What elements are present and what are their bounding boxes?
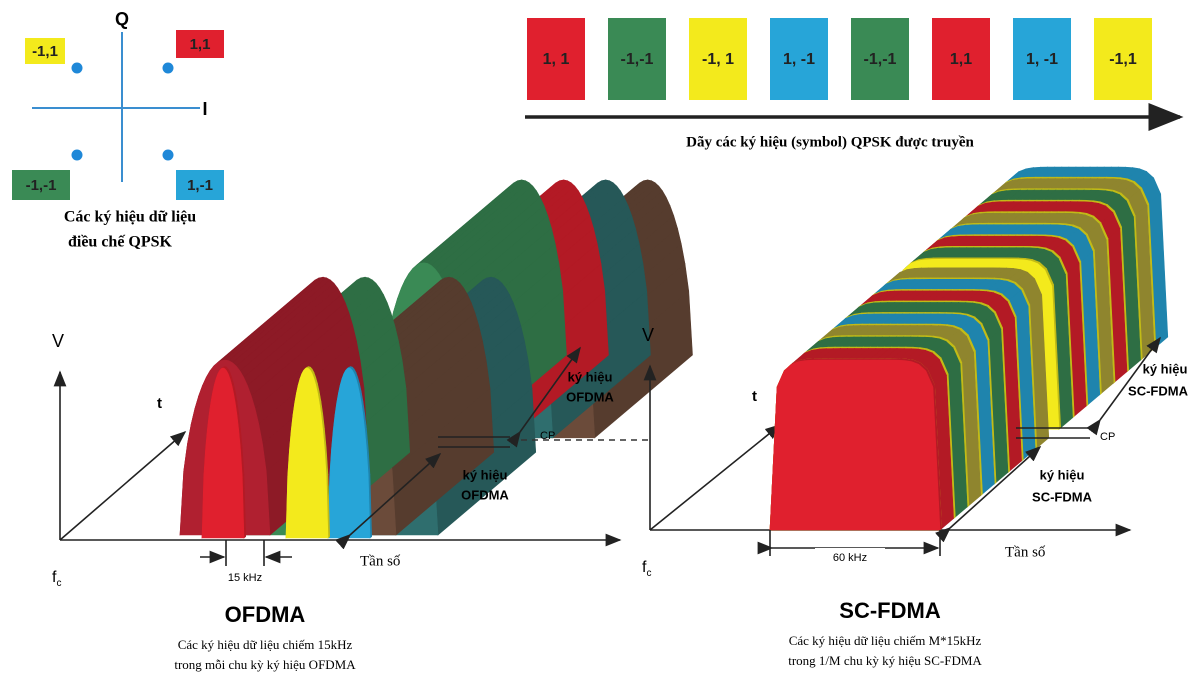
sequence-caption: Dãy các ký hiệu (symbol) QPSK được truyề…	[686, 134, 974, 150]
spacing-label: 15 kHz	[228, 572, 262, 584]
ofdma-caption: trong mỗi chu kỳ ký hiệu OFDMA	[174, 657, 356, 672]
sequence-label: -1,-1	[864, 51, 897, 68]
constellation-caption: Các ký hiệu dữ liệu	[64, 209, 196, 226]
t-label: t	[752, 388, 757, 405]
constellation-dot	[72, 150, 83, 161]
symbol-label: 1,1	[190, 36, 211, 53]
constellation-dot	[163, 150, 174, 161]
v-label: V	[642, 325, 654, 345]
constellation-dot	[163, 63, 174, 74]
symbol-label: ký hiệu	[568, 369, 613, 384]
fc-sub: c	[646, 568, 651, 579]
i-label: I	[202, 99, 207, 119]
ofdma-caption: Các ký hiệu dữ liệu chiếm 15kHz	[178, 637, 353, 652]
symbol-label: SC-FDMA	[1032, 489, 1093, 504]
freq-label: Tần số	[360, 553, 401, 569]
symbol-label: ký hiệu	[1040, 467, 1085, 482]
spacing-label: 60 kHz	[833, 552, 867, 564]
cp-label: CP	[1100, 431, 1115, 443]
fc-sub: c	[56, 578, 61, 589]
symbol-label: 1,-1	[187, 177, 213, 194]
freq-label: Tần số	[1005, 544, 1046, 560]
ofdma-title: OFDMA	[225, 602, 306, 627]
sequence-label: -1,-1	[621, 51, 654, 68]
scfdma-title: SC-FDMA	[839, 598, 941, 623]
symbol-label: OFDMA	[566, 389, 614, 404]
sequence-label: -1, 1	[702, 51, 734, 68]
symbol-label: -1,-1	[26, 177, 57, 194]
diagram: Q I Các ký hiệu dữ liệu điều chế QPSK Dã…	[0, 0, 1199, 679]
sequence-label: 1,1	[950, 51, 972, 68]
symbol-label: -1,1	[32, 43, 58, 60]
t-label: t	[157, 395, 162, 412]
constellation-dot	[72, 63, 83, 74]
constellation-caption: điều chế QPSK	[68, 234, 173, 251]
symbol-label: ký hiệu	[463, 467, 508, 482]
sequence-label: 1, -1	[783, 51, 815, 68]
v-label: V	[52, 331, 64, 351]
sequence-label: 1, -1	[1026, 51, 1058, 68]
sequence-label: -1,1	[1109, 51, 1137, 68]
sequence-label: 1, 1	[543, 51, 570, 68]
slab-face	[770, 360, 940, 530]
q-label: Q	[115, 9, 129, 29]
cp-label: CP	[540, 430, 555, 442]
scfdma-caption: trong 1/M chu kỳ ký hiệu SC-FDMA	[788, 653, 982, 668]
symbol-label: ký hiệu	[1143, 361, 1188, 376]
scfdma-caption: Các ký hiệu dữ liệu chiếm M*15kHz	[789, 633, 982, 648]
symbol-label: OFDMA	[461, 487, 509, 502]
symbol-label: SC-FDMA	[1128, 383, 1189, 398]
